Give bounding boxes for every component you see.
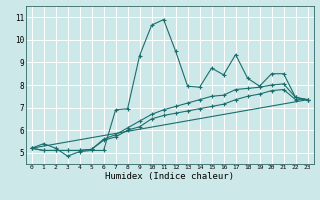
X-axis label: Humidex (Indice chaleur): Humidex (Indice chaleur) bbox=[105, 172, 234, 181]
